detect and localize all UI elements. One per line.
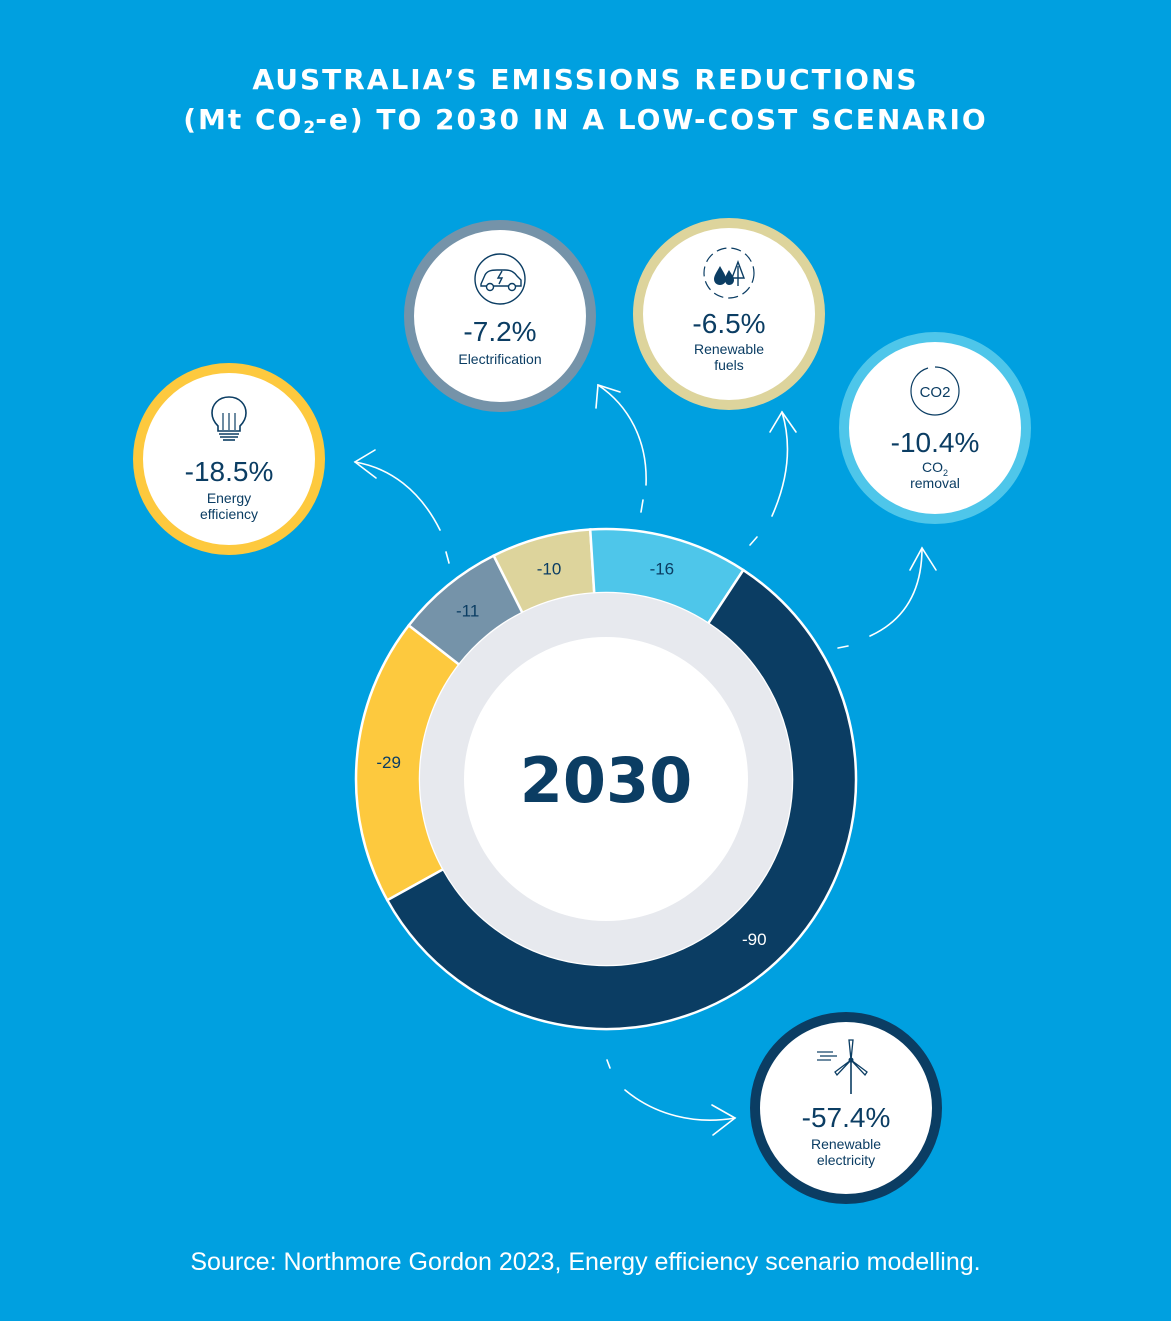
- segment-value-labels: -29 -11 -10 -16 -90: [376, 559, 766, 949]
- renewable-electricity-percent: -57.4%: [801, 1102, 891, 1133]
- arrow-electrification: [597, 384, 647, 486]
- callout-co2-removal: CO2 -10.4% CO2 removal: [839, 332, 1031, 524]
- donut-segments: [354, 527, 858, 1031]
- energy-efficiency-label-line-1: Energy: [206, 490, 252, 506]
- electrification-percent: -7.2%: [463, 316, 537, 347]
- center-disc: [464, 637, 748, 921]
- co2-removal-label-line-1: CO2: [921, 459, 948, 478]
- renewable-fuels-label-line-2: fuels: [714, 357, 744, 373]
- water-drops-leaf-icon: [703, 247, 755, 299]
- electrification-label: Electrification: [458, 351, 542, 367]
- segment-label-energy-efficiency: -29: [376, 753, 401, 772]
- co2-icon-text: CO2: [920, 384, 951, 401]
- title-line-2: (Mt CO2-e) TO 2030 IN A LOW-COST SCENARI…: [183, 103, 988, 138]
- segment-label-renewable-electricity: -90: [742, 930, 767, 949]
- co2-removal-label-line-2: removal: [910, 475, 960, 491]
- callout-electrification: -7.2% Electrification: [404, 220, 596, 412]
- arrow-energy-efficiency: [354, 461, 441, 531]
- arrow-renewable-electricity: [624, 1089, 736, 1121]
- callout-renewable-fuels: -6.5% Renewable fuels: [633, 218, 825, 410]
- co2-recycle-icon: CO2: [910, 366, 960, 416]
- electric-car-icon: [474, 253, 526, 305]
- renewable-electricity-label-line-1: Renewable: [810, 1136, 882, 1152]
- arrow-co2-removal: [869, 547, 923, 637]
- energy-efficiency-label-line-2: efficiency: [199, 506, 259, 522]
- callout-renewable-electricity: -57.4% Renewable electricity: [750, 1012, 942, 1204]
- co2-removal-percent: -10.4%: [890, 427, 980, 458]
- source-note: Source: Northmore Gordon 2023, Energy ef…: [190, 1248, 981, 1276]
- renewable-electricity-label-line-2: electricity: [816, 1152, 876, 1168]
- wind-turbine-icon: [817, 1039, 868, 1094]
- callout-energy-efficiency: -18.5% Energy efficiency: [133, 363, 325, 555]
- callout-arrows: [353, 383, 937, 1136]
- arrow-renewable-fuels: [771, 411, 789, 517]
- center-label: 2030: [520, 744, 693, 817]
- renewable-fuels-label-line-1: Renewable: [693, 341, 765, 357]
- chart-title: AUSTRALIA’S EMISSIONS REDUCTIONS (Mt CO2…: [0, 60, 1171, 148]
- segment-label-co2-removal: -16: [650, 559, 675, 578]
- segment-label-electrification: -11: [456, 602, 479, 621]
- energy-efficiency-percent: -18.5%: [184, 456, 274, 487]
- title-line-1: AUSTRALIA’S EMISSIONS REDUCTIONS: [252, 63, 919, 96]
- lightbulb-icon: [211, 396, 247, 441]
- segment-label-renewable-fuels: -10: [537, 560, 562, 579]
- renewable-fuels-percent: -6.5%: [692, 308, 766, 339]
